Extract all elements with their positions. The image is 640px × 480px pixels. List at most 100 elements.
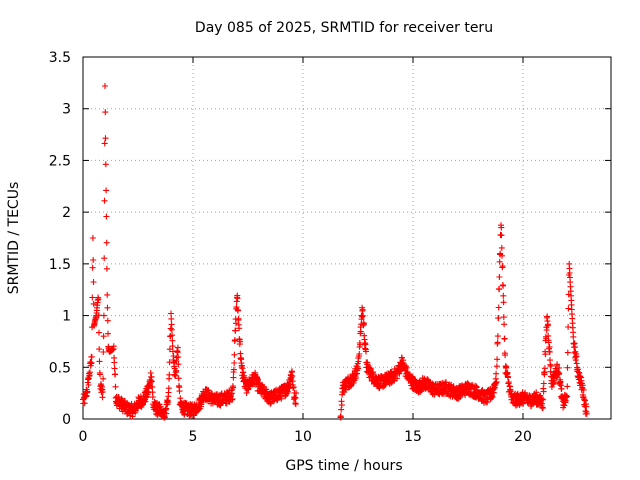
data-point bbox=[102, 109, 109, 116]
data-point bbox=[205, 387, 212, 394]
data-point bbox=[169, 337, 176, 344]
data-point bbox=[553, 374, 560, 381]
data-point bbox=[239, 365, 246, 372]
data-point bbox=[112, 371, 119, 378]
data-point bbox=[554, 361, 561, 368]
data-point bbox=[174, 344, 181, 351]
data-point bbox=[104, 317, 111, 324]
data-point bbox=[551, 379, 558, 386]
data-point bbox=[230, 374, 237, 381]
data-point bbox=[359, 306, 366, 313]
data-point bbox=[83, 393, 89, 400]
data-point bbox=[103, 187, 110, 194]
data-point bbox=[163, 410, 170, 417]
data-point bbox=[356, 351, 363, 357]
data-point bbox=[96, 329, 102, 336]
chart-title: Day 085 of 2025, SRMTID for receiver ter… bbox=[195, 20, 493, 36]
data-point bbox=[110, 343, 117, 350]
data-point bbox=[490, 389, 497, 396]
data-point bbox=[496, 274, 503, 280]
data-point bbox=[520, 400, 527, 407]
data-point bbox=[360, 313, 367, 319]
data-point bbox=[86, 369, 93, 376]
data-point bbox=[169, 343, 176, 350]
data-point bbox=[500, 299, 507, 306]
data-point bbox=[243, 390, 250, 396]
data-point bbox=[148, 378, 155, 385]
data-point bbox=[89, 264, 96, 271]
tick-labels: 0 5 10 15 20 0 0.5 1 1.5 2 2.5 3 3.5 bbox=[49, 50, 532, 445]
data-point bbox=[496, 258, 503, 265]
data-point bbox=[169, 332, 176, 339]
data-point bbox=[170, 353, 177, 359]
data-point bbox=[88, 359, 95, 366]
data-point bbox=[403, 364, 410, 371]
data-point bbox=[500, 314, 507, 321]
data-point bbox=[102, 135, 109, 142]
data-point bbox=[547, 363, 554, 370]
x-tick-label: 15 bbox=[404, 429, 422, 445]
data-point bbox=[537, 393, 544, 399]
data-point bbox=[561, 402, 568, 409]
data-point bbox=[499, 252, 505, 259]
data-point bbox=[102, 83, 108, 89]
data-point bbox=[112, 383, 119, 390]
data-point bbox=[101, 140, 108, 147]
data-point bbox=[96, 346, 103, 353]
x-tick-label: 10 bbox=[294, 429, 312, 445]
data-point bbox=[564, 364, 571, 371]
data-point bbox=[493, 363, 500, 370]
data-point bbox=[96, 358, 103, 365]
data-point bbox=[97, 371, 103, 378]
y-tick-label: 1.5 bbox=[49, 257, 71, 273]
data-point bbox=[394, 375, 401, 382]
y-tick-label: 0.5 bbox=[49, 360, 71, 376]
data-point bbox=[541, 365, 548, 372]
data-point bbox=[100, 375, 107, 382]
data-point bbox=[338, 406, 345, 413]
data-point bbox=[103, 265, 110, 272]
data-point bbox=[99, 389, 106, 395]
data-point bbox=[165, 385, 172, 392]
data-point bbox=[235, 307, 241, 314]
data-point bbox=[240, 369, 247, 376]
data-point bbox=[105, 330, 111, 337]
data-point bbox=[278, 395, 285, 402]
data-point bbox=[495, 304, 502, 311]
data-point bbox=[580, 386, 587, 393]
data-point bbox=[89, 294, 96, 301]
data-point bbox=[512, 402, 519, 409]
data-point bbox=[337, 414, 344, 421]
data-point bbox=[579, 382, 586, 389]
data-point bbox=[234, 295, 241, 302]
data-point bbox=[168, 310, 174, 317]
data-point bbox=[564, 349, 571, 356]
data-point bbox=[293, 390, 300, 397]
data-point bbox=[290, 384, 297, 391]
data-point bbox=[575, 366, 581, 373]
data-point bbox=[540, 388, 547, 395]
data-point bbox=[88, 353, 95, 360]
data-point bbox=[103, 213, 110, 220]
data-point bbox=[81, 400, 88, 407]
data-point bbox=[168, 321, 175, 328]
data-point bbox=[90, 257, 97, 263]
data-point bbox=[111, 365, 118, 372]
data-point bbox=[103, 239, 110, 246]
data-point bbox=[493, 370, 500, 377]
data-point bbox=[288, 374, 295, 381]
data-point bbox=[100, 312, 107, 319]
data-point bbox=[168, 315, 175, 322]
data-point bbox=[292, 401, 299, 408]
data-point bbox=[546, 343, 553, 350]
data-point bbox=[236, 325, 243, 332]
data-point bbox=[494, 333, 501, 340]
data-point bbox=[505, 379, 512, 385]
data-point bbox=[233, 304, 240, 311]
data-point bbox=[230, 384, 237, 391]
data-point bbox=[564, 383, 571, 390]
x-axis-label: GPS time / hours bbox=[285, 458, 402, 474]
data-point bbox=[100, 333, 107, 340]
data-point bbox=[503, 363, 510, 370]
